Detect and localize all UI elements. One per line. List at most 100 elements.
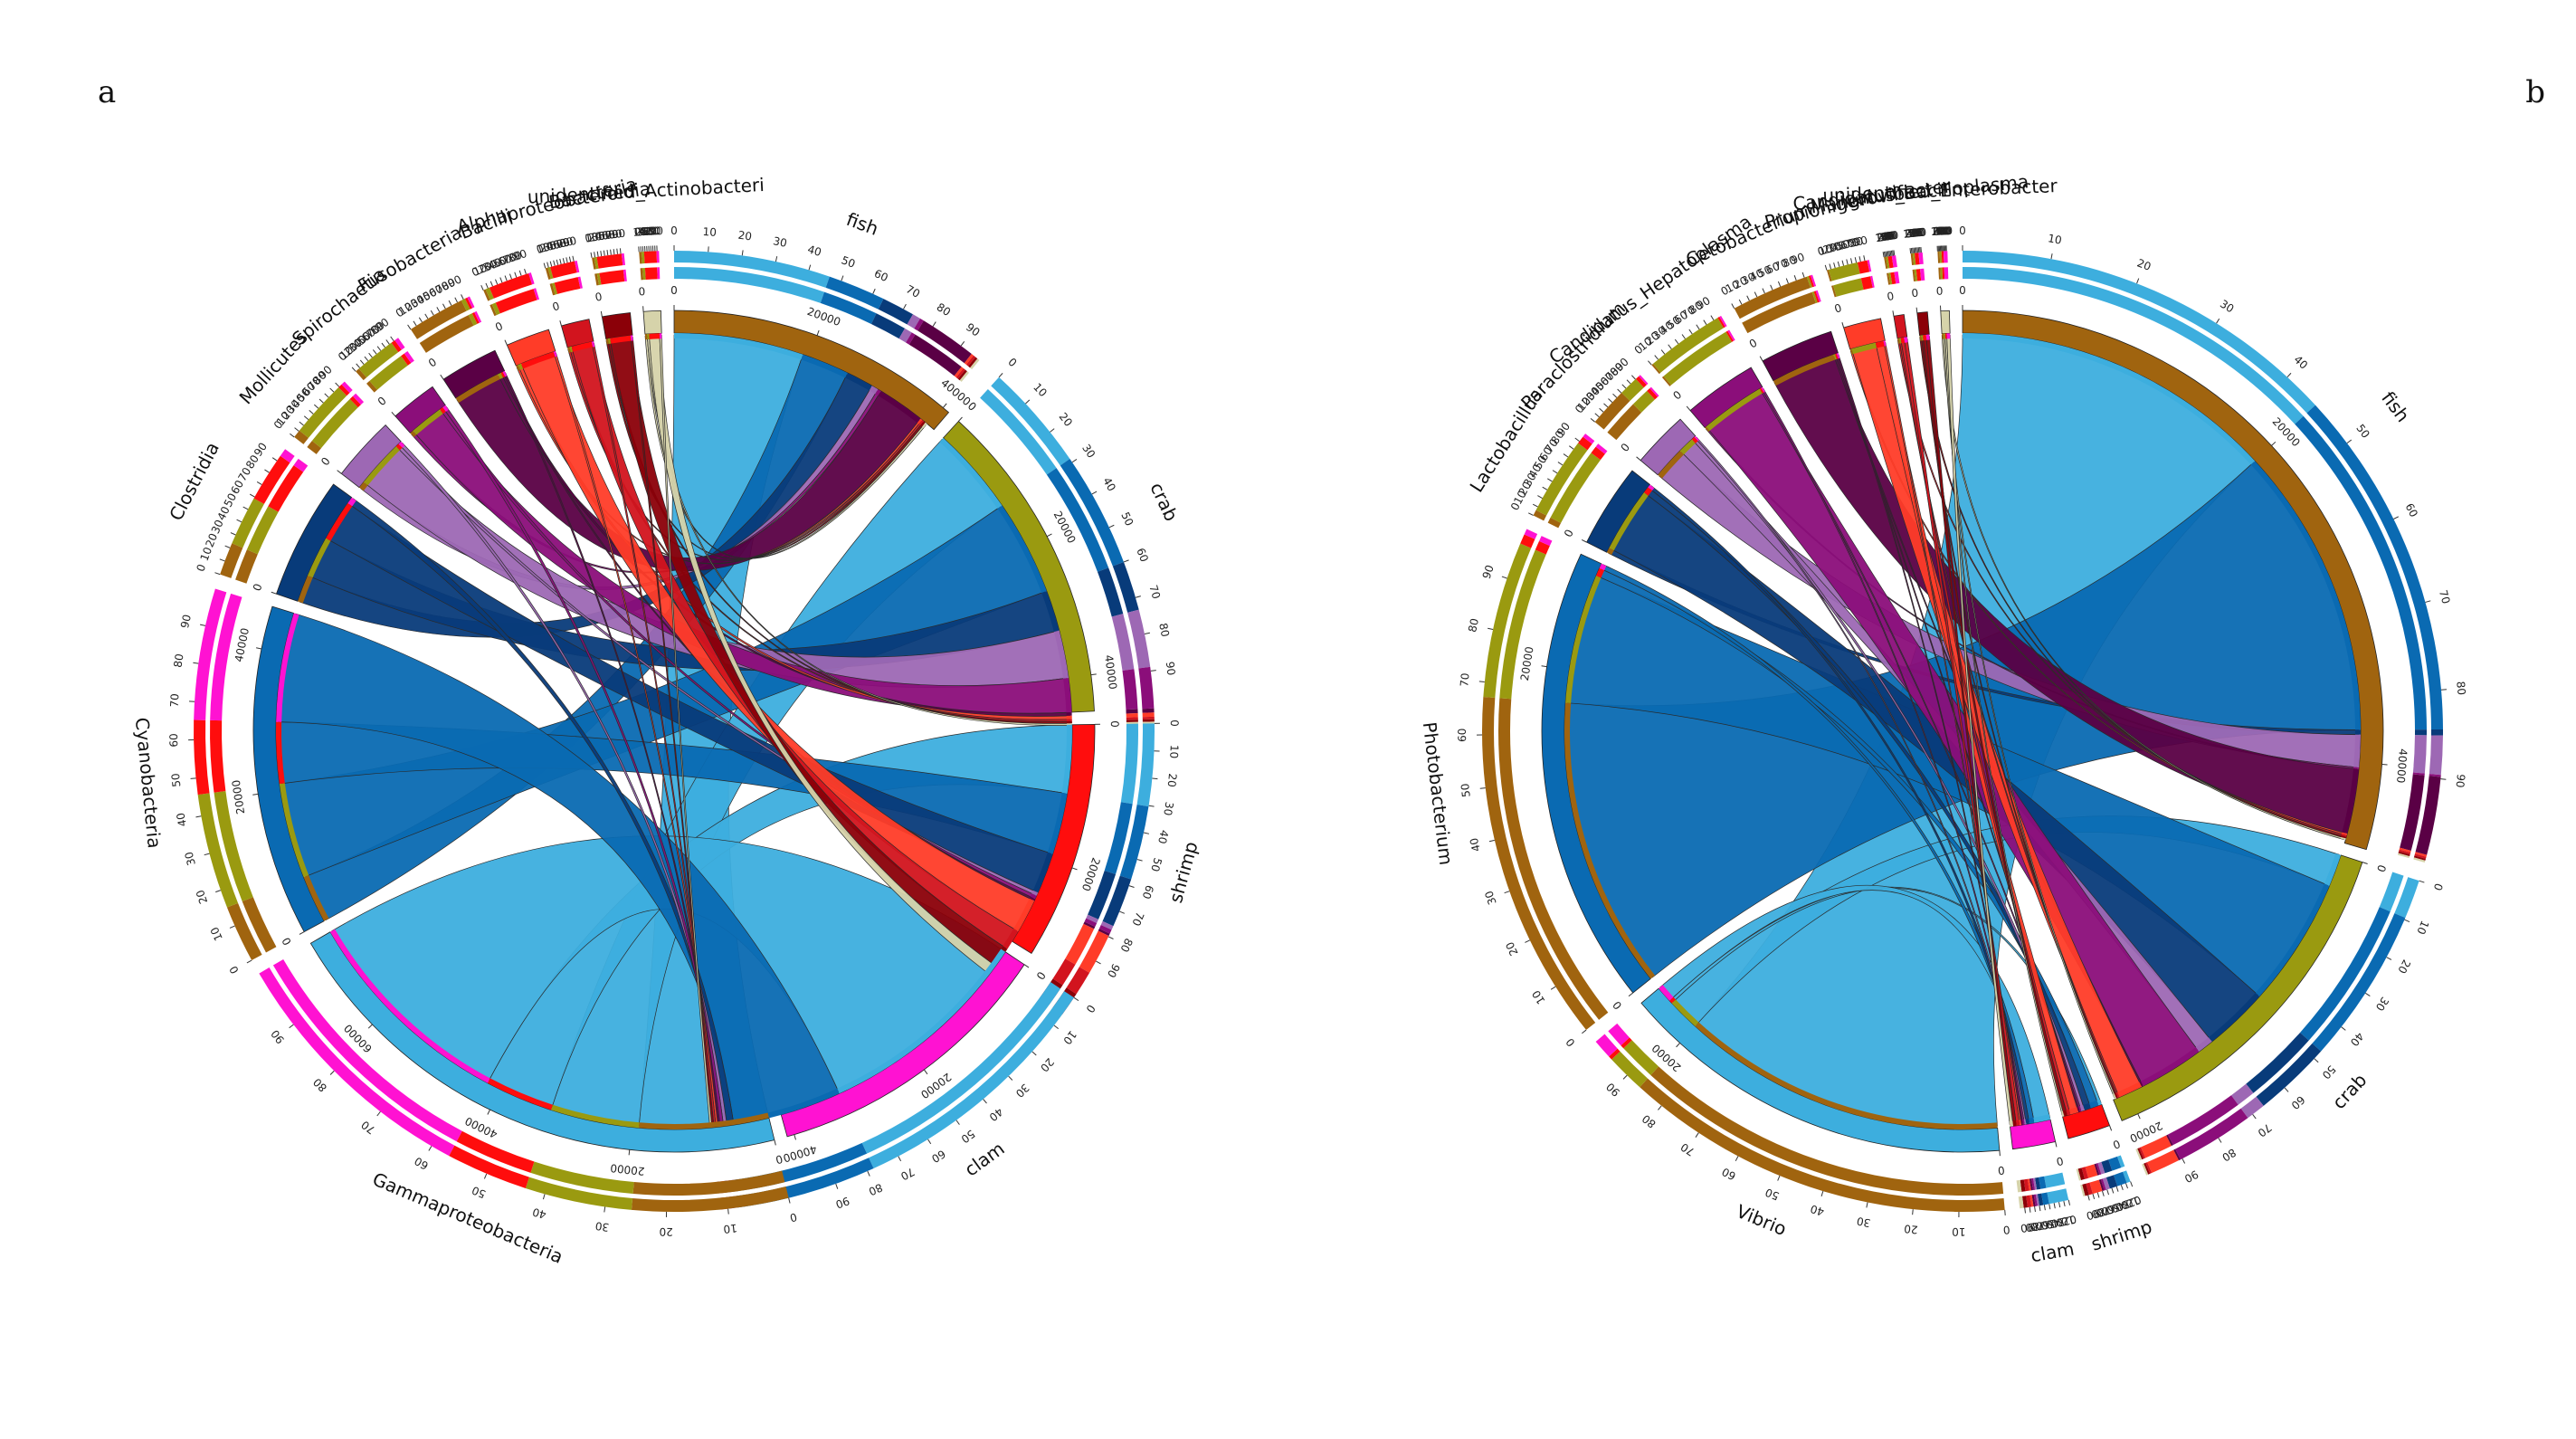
pct-tick: [377, 1111, 381, 1116]
pct-tick: [1855, 257, 1856, 262]
outer-abs-alphaproteobacteria: [555, 277, 581, 294]
pct-tick: [369, 353, 373, 357]
pct-tick-label: 0: [1564, 1035, 1578, 1049]
pct-tick: [264, 470, 269, 472]
outer-abs-crab: [1126, 720, 1138, 722]
pct-tick: [1920, 247, 1921, 253]
pct-tick: [247, 960, 252, 963]
pct-tick: [230, 926, 234, 928]
sector-band-candidatus-bacilloplasma: [1926, 335, 1930, 340]
label-cyanobacteria: Cyanobacteria: [131, 717, 166, 850]
pct-tick-label: 90: [611, 227, 626, 242]
abs-tick-label: 40000: [782, 1143, 819, 1165]
pct-tick: [1754, 292, 1757, 297]
pct-tick-label: 90: [1164, 661, 1178, 676]
pct-tick: [1600, 408, 1603, 412]
pct-tick-label: 10: [702, 225, 717, 239]
pct-tick: [607, 250, 608, 255]
pct-tick: [1886, 252, 1887, 257]
pct-tick: [1618, 389, 1621, 393]
pct-tick: [1696, 1133, 1698, 1138]
pct-tick: [360, 360, 364, 365]
pct-tick: [1867, 1203, 1868, 1208]
abs-tick: [924, 1070, 927, 1074]
abs-tick-label: 0: [638, 285, 646, 299]
pct-tick: [1830, 264, 1831, 270]
pct-tick: [1847, 260, 1848, 265]
abs-tick-label: 0: [594, 291, 604, 304]
pct-tick: [617, 249, 618, 254]
abs-tick: [629, 1149, 630, 1155]
pct-tick: [1838, 262, 1839, 267]
pct-tick: [1911, 248, 1912, 253]
sector-band-crab: [1067, 716, 1072, 720]
outer-abs-crab: [1126, 710, 1137, 714]
pct-tick: [873, 289, 875, 293]
pct-tick: [1668, 345, 1672, 349]
abs-tick-label: 40000: [2394, 748, 2410, 784]
pct-tick: [2049, 1204, 2050, 1209]
abs-tick: [256, 648, 261, 649]
pct-tick: [1732, 304, 1735, 309]
pct-tick-label: 90: [1853, 233, 1869, 249]
pct-tick-label: 90: [511, 247, 528, 263]
pct-tick: [1655, 356, 1659, 360]
pct-tick-label: 90: [1105, 961, 1123, 979]
pct-tick-label: 40: [1809, 1202, 1826, 1218]
pct-tick-label: 80: [2220, 1146, 2238, 1164]
abs-tick: [488, 1110, 490, 1114]
pct-tick: [325, 394, 328, 397]
pct-tick-label: 0: [1959, 224, 1966, 237]
pct-tick: [1608, 398, 1611, 402]
pct-tick-label: 90: [964, 320, 983, 338]
abs-tick: [943, 404, 946, 408]
pct-tick: [481, 285, 483, 291]
pct-tick-label: 60: [2288, 1093, 2307, 1112]
pct-tick-label: 0: [227, 964, 242, 976]
pct-tick: [1145, 633, 1150, 634]
pct-tick-label: 30: [1856, 1215, 1872, 1230]
pct-tick: [1149, 805, 1155, 806]
pct-tick-label: 60: [2403, 501, 2420, 519]
pct-tick-label: 20: [1165, 773, 1179, 788]
outer-pct-crab: [1142, 709, 1154, 713]
pct-tick: [1658, 1106, 1661, 1110]
pct-tick-label: 0: [1005, 356, 1019, 369]
pct-tick: [1152, 778, 1157, 779]
sector-band-unidentified-actinobacteri: [649, 333, 660, 339]
pct-tick-label: 50: [470, 1184, 488, 1201]
abs-tick: [601, 311, 602, 317]
pct-tick: [373, 349, 376, 354]
pct-tick: [933, 322, 936, 327]
pct-tick: [868, 1171, 870, 1176]
pct-tick-label: 20: [659, 1225, 673, 1238]
abs-tick: [1916, 308, 1917, 313]
pct-tick-label: 60: [1720, 1165, 1738, 1183]
pct-tick-label: 30: [1013, 1082, 1032, 1101]
abs-tick-label: 0: [2111, 1137, 2122, 1151]
pct-tick: [1092, 491, 1097, 494]
pct-tick: [604, 1206, 605, 1212]
pct-tick: [336, 383, 339, 386]
pct-tick: [437, 307, 440, 311]
pct-tick-label: 90: [1789, 251, 1806, 267]
sector-unidentified-enterobacter: [1941, 310, 1950, 333]
pct-tick: [413, 321, 416, 326]
pct-tick: [2044, 1205, 2045, 1210]
pct-tick: [1864, 255, 1865, 261]
pct-tick: [2102, 1191, 2104, 1196]
pct-tick: [1136, 596, 1141, 598]
pct-tick-label: 80: [867, 1181, 885, 1198]
pct-tick: [519, 271, 521, 276]
pct-tick: [904, 304, 907, 309]
pct-tick: [2059, 1202, 2060, 1207]
pct-tick-label: 90: [1884, 229, 1899, 243]
abs-tick: [958, 417, 962, 421]
pct-tick: [257, 481, 261, 484]
pct-tick: [1921, 247, 1922, 253]
panel-label-a: a: [98, 74, 116, 110]
pct-tick-label: 60: [1456, 729, 1469, 742]
pct-tick-label: 50: [1763, 1186, 1781, 1203]
pct-tick: [1553, 471, 1557, 473]
pct-tick-label: 0: [670, 224, 678, 237]
